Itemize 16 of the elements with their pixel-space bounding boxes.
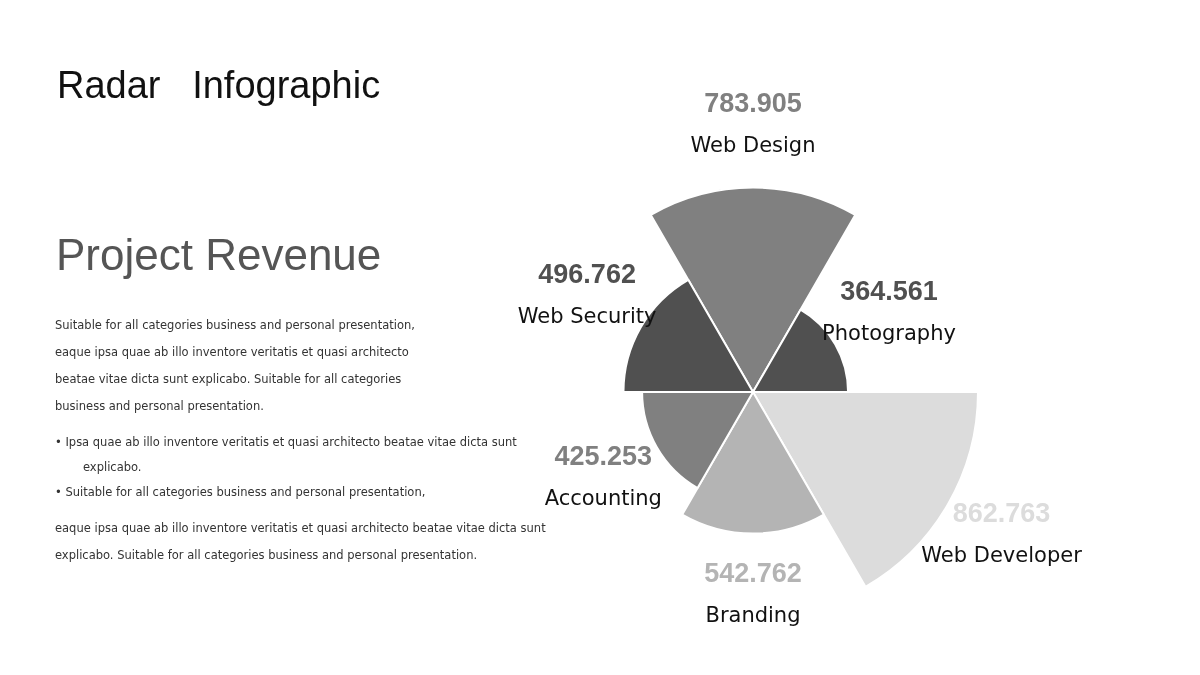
text: Radar Infographic bbox=[57, 64, 381, 107]
text: Project Revenue bbox=[56, 230, 382, 280]
data-label: 364.561 bbox=[840, 275, 938, 306]
category-label: Accounting bbox=[544, 485, 662, 510]
data-label: 496.762 bbox=[538, 258, 636, 289]
data-label: 783.905 bbox=[704, 88, 802, 119]
category-label: Web Developer bbox=[921, 542, 1083, 567]
data-label: 542.762 bbox=[704, 558, 802, 588]
data-label: 425.253 bbox=[554, 440, 653, 471]
category-label: Web Design bbox=[690, 133, 816, 158]
category-label: Branding bbox=[705, 603, 801, 627]
category-label: Photography bbox=[822, 320, 956, 345]
text: • Suitable for all categories business and personal presentation, bbox=[55, 484, 427, 501]
text: eaque ipsa quae ab illo inventore veritatis et quasi architecto beatae vitae dicta sunt explicabo. Suitable for all categories business and personal presentation. bbox=[55, 520, 547, 564]
text: Suitable for all categories business and personal presentation, eaque ipsa quae ab illo inventore veritatis et quasi architecto beatae vitae dicta sunt explicabo. Suitable for all categories business and personal presentation. bbox=[55, 317, 416, 415]
text: • Ipsa quae ab illo inventore veritatis et quasi architecto beatae vitae dicta sunt explicabo. bbox=[55, 434, 518, 476]
